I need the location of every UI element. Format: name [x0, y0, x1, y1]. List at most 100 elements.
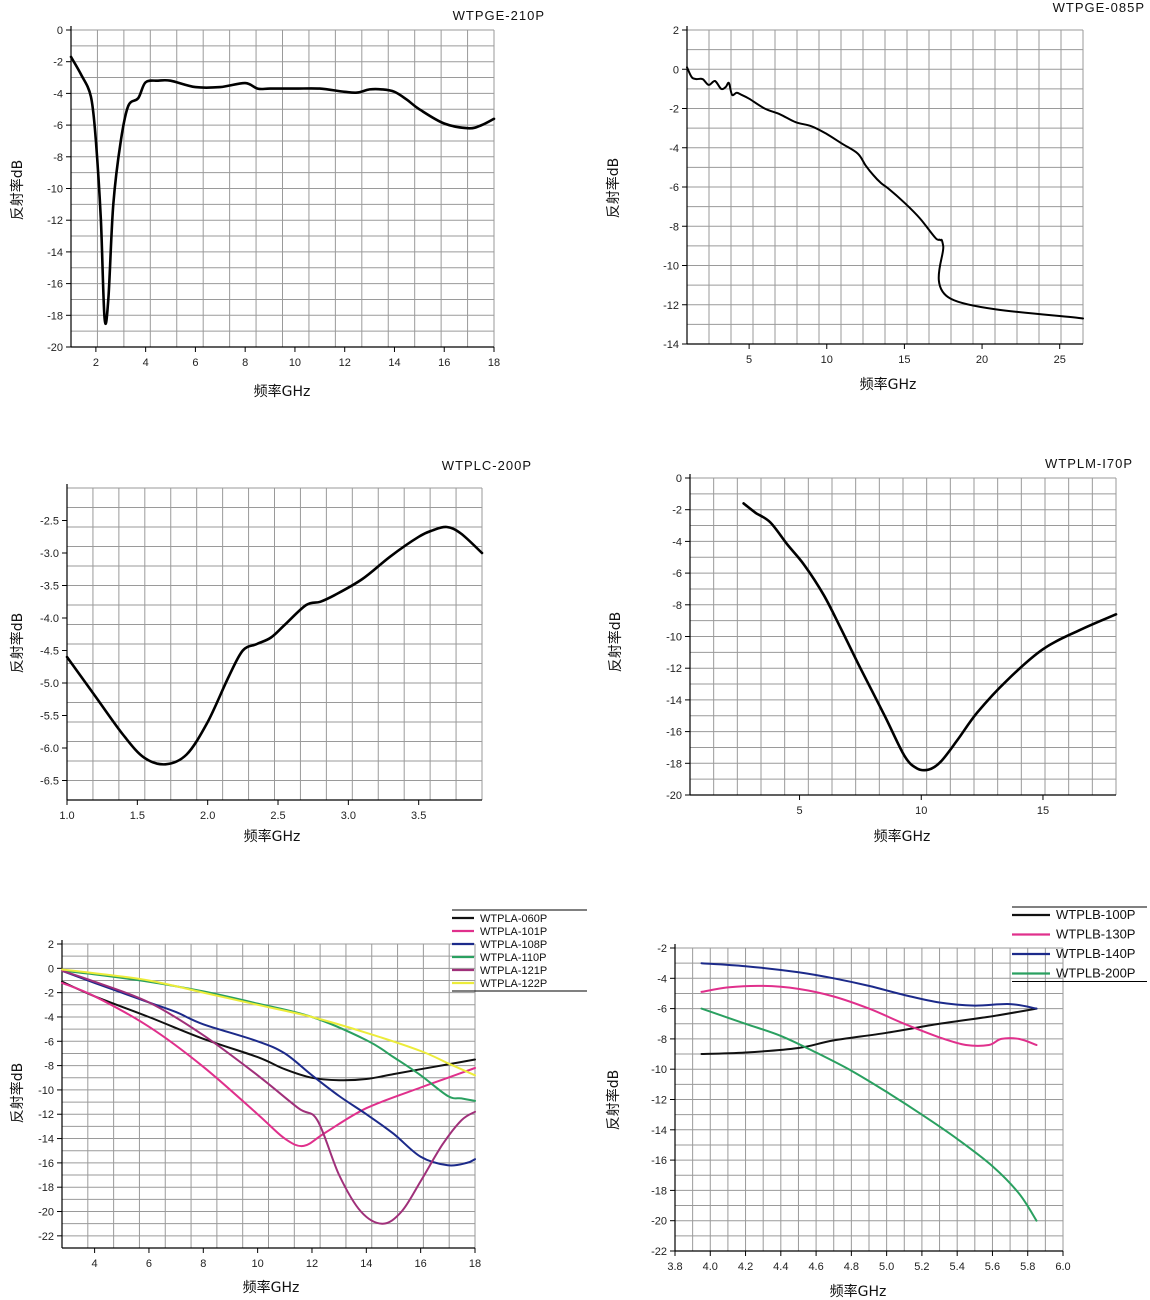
- y-tick-label: -20: [47, 342, 63, 354]
- x-tick-label: 5: [746, 354, 752, 366]
- y-tick-label: -20: [666, 790, 682, 802]
- x-tick-label: 20: [976, 354, 988, 366]
- x-axis-label: 频率GHz: [254, 383, 311, 400]
- y-tick-label: -4: [53, 88, 63, 100]
- y-tick-label: -6.0: [40, 743, 59, 755]
- y-axis-label: 反射率dB: [9, 160, 26, 221]
- y-tick-label: -6: [669, 182, 679, 194]
- y-tick-label: -4: [672, 536, 682, 548]
- y-tick-label: -18: [47, 310, 63, 322]
- chart-legend: WTPLB-100P WTPLB-130P WTPLB-140P WTPLB-200P: [1012, 906, 1147, 982]
- x-tick-label: 16: [415, 1258, 427, 1270]
- x-tick-label: 6: [146, 1258, 152, 1270]
- x-tick-label: 10: [821, 354, 833, 366]
- x-tick-label: 4.2: [738, 1261, 753, 1273]
- series-line-wtplb-130p: [700, 984, 1038, 1047]
- y-tick-label: -20: [38, 1207, 54, 1219]
- x-axis-label: 频率GHz: [244, 828, 301, 845]
- legend-label-wtpla-108p: WTPLA-108P: [480, 939, 547, 951]
- x-tick-label: 2.5: [270, 810, 285, 822]
- chart-chart-6: -2 -4 -6 -8 -10 -12 -14 -16 -18 -20 -223.8 4.0 4.2 4.…: [605, 906, 1147, 1300]
- x-tick-label: 3.5: [411, 810, 426, 822]
- y-tick-label: -8: [672, 600, 682, 612]
- chart-wtpge-085p: 20-2-4-6-8-10-12-145 10 15 20 25WTPGE-085P频率…: [605, 0, 1145, 393]
- series-line-wtplb-100p: [700, 1007, 1038, 1055]
- legend-label-wtplb-100p: WTPLB-100P: [1056, 907, 1135, 922]
- y-tick-label: -2: [657, 943, 667, 955]
- x-tick-label: 15: [1037, 805, 1049, 817]
- y-tick-label: -3.0: [40, 548, 59, 560]
- chart-wtpge-210p: 0 -2 -4 -6 -8 -10 -12 -14 -16 -18 -20 2 4 6 8 10 12 14 16 1…: [9, 8, 544, 400]
- series-line-wtplm-i70p: [742, 502, 1118, 772]
- x-tick-label: 2.0: [200, 810, 215, 822]
- y-axis-label: 反射率dB: [9, 1063, 26, 1124]
- legend-label-wtplb-140p: WTPLB-140P: [1056, 946, 1135, 961]
- series-line-wtpge-210p: [69, 55, 496, 326]
- x-tick-label: 4.6: [808, 1261, 823, 1273]
- x-tick-label: 16: [438, 357, 450, 369]
- y-tick-label: -22: [651, 1246, 667, 1258]
- y-tick-label: -10: [651, 1064, 667, 1076]
- x-tick-label: 4.8: [844, 1261, 859, 1273]
- x-axis-label: 频率GHz: [243, 1279, 300, 1296]
- x-tick-label: 25: [1054, 354, 1066, 366]
- x-tick-label: 6.0: [1055, 1261, 1070, 1273]
- y-tick-label: -14: [38, 1134, 54, 1146]
- y-tick-label: 0: [673, 64, 679, 76]
- y-tick-label: -12: [663, 300, 679, 312]
- y-tick-label: -6.5: [40, 776, 59, 788]
- y-tick-label: -6: [53, 120, 63, 132]
- series-line-wtpla-060p: [61, 980, 476, 1082]
- x-tick-label: 8: [242, 357, 248, 369]
- y-axis-label: 反射率dB: [607, 612, 624, 673]
- x-axis-label: 频率GHz: [830, 1283, 887, 1300]
- y-tick-label: -6: [672, 568, 682, 580]
- x-tick-label: 12: [339, 357, 351, 369]
- y-tick-label: 0: [48, 963, 54, 975]
- y-tick-label: -2: [44, 988, 54, 1000]
- x-tick-label: 3.8: [667, 1261, 682, 1273]
- chart-wtplc-200p: -2.5 -3.0 -3.5 -4.0 -4.5 -5.0 -5.5 -6.0 -6.5 1.0 1…: [9, 458, 532, 845]
- x-tick-label: 5.0: [879, 1261, 894, 1273]
- series-line-wtplc-200p: [65, 525, 484, 766]
- x-tick-label: 5.2: [914, 1261, 929, 1273]
- series-line-wtpge-085p: [686, 66, 1084, 320]
- y-tick-label: -10: [38, 1085, 54, 1097]
- y-tick-label: -18: [666, 758, 682, 770]
- y-tick-label: -14: [651, 1125, 667, 1137]
- y-axis-label: 反射率dB: [605, 158, 622, 219]
- x-tick-label: 3.0: [341, 810, 356, 822]
- y-tick-label: -6: [657, 1004, 667, 1016]
- y-tick-label: -4: [44, 1012, 54, 1024]
- x-tick-label: 10: [252, 1258, 264, 1270]
- chart-title: WTPGE-085P: [1053, 0, 1145, 15]
- chart-legend: WTPLA-060PWTPLA-101PWTPLA-108PWTPLA-110P…: [452, 909, 587, 992]
- chart-title: WTPLC-200P: [442, 458, 532, 473]
- y-tick-label: -12: [38, 1109, 54, 1121]
- y-tick-label: -4: [669, 143, 679, 155]
- legend-label-wtpla-122p: WTPLA-122P: [480, 978, 547, 990]
- y-tick-label: -12: [666, 663, 682, 675]
- y-tick-label: 2: [673, 25, 679, 37]
- series-line-wtpla-101p: [61, 981, 476, 1148]
- x-tick-label: 8: [200, 1258, 206, 1270]
- chart-chart-5: 2 0 -2 -4 -6 -8 -10 -12 -14 -16 -18 -20 -22 4 6 8 10 12 14…: [9, 909, 587, 1296]
- y-tick-label: -12: [651, 1095, 667, 1107]
- legend-label-wtpla-060p: WTPLA-060P: [480, 913, 547, 925]
- series-line-wtpla-121p: [61, 969, 476, 1225]
- y-tick-label: -18: [651, 1185, 667, 1197]
- legend-label-wtpla-121p: WTPLA-121P: [480, 965, 547, 977]
- y-axis-label: 反射率dB: [605, 1070, 622, 1131]
- x-tick-label: 15: [898, 354, 910, 366]
- y-tick-label: 2: [48, 939, 54, 951]
- chart-wtplm-i70p: 0 -2 -4 -6 -8 -10 -12 -14 -16 -18 -20 5 10 15 WTPLM-I7…: [607, 456, 1132, 845]
- y-tick-label: 0: [676, 473, 682, 485]
- y-tick-label: -5.5: [40, 711, 59, 723]
- series-line-wtpla-122p: [61, 968, 476, 1077]
- series-line-wtplb-140p: [700, 962, 1038, 1010]
- y-tick-label: -8: [44, 1061, 54, 1073]
- x-tick-label: 14: [388, 357, 400, 369]
- y-tick-label: -8: [53, 152, 63, 164]
- x-tick-label: 1.0: [59, 810, 74, 822]
